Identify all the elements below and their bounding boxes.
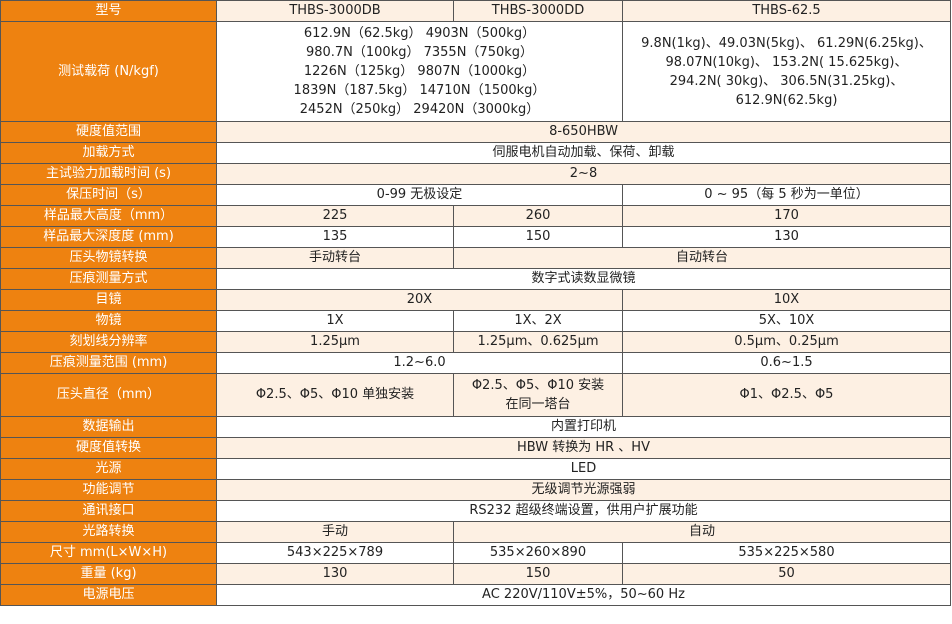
spec-value: 伺服电机自动加载、保荷、卸载 xyxy=(216,142,951,164)
spec-value: 内置打印机 xyxy=(216,416,951,438)
spec-value: 225 xyxy=(216,205,454,227)
spec-value: 8-650HBW xyxy=(216,121,951,143)
spec-row: 样品最大高度（mm） 225 260 170 xyxy=(0,205,951,227)
spec-value: 130 xyxy=(622,226,951,248)
spec-value: AC 220V/110V±5%，50~60 Hz xyxy=(216,584,951,606)
spec-value: 自动 xyxy=(453,521,951,543)
spec-label: 测试载荷 (N/kgf) xyxy=(0,21,217,122)
spec-value: 150 xyxy=(453,226,623,248)
spec-row: 硬度值范围 8-650HBW xyxy=(0,121,951,143)
spec-row: 硬度值转换 HBW 转换为 HR 、HV xyxy=(0,437,951,459)
spec-label: 尺寸 mm(L×W×H) xyxy=(0,542,217,564)
spec-value: RS232 超级终端设置，供用户扩展功能 xyxy=(216,500,951,522)
spec-label: 压痕测量范围 (mm) xyxy=(0,352,217,374)
spec-value: 10X xyxy=(622,289,951,311)
spec-label: 刻划线分辨率 xyxy=(0,331,217,353)
spec-row: 光源 LED xyxy=(0,458,951,480)
spec-row: 压痕测量方式 数字式读数显微镜 xyxy=(0,268,951,290)
spec-row: 通讯接口 RS232 超级终端设置，供用户扩展功能 xyxy=(0,500,951,522)
spec-value: 260 xyxy=(453,205,623,227)
spec-label: 型号 xyxy=(0,0,217,22)
spec-label: 硬度值转换 xyxy=(0,437,217,459)
spec-value: 1X xyxy=(216,310,454,332)
spec-value: 20X xyxy=(216,289,623,311)
spec-row: 压头物镜转换 手动转台 自动转台 xyxy=(0,247,951,269)
spec-row: 尺寸 mm(L×W×H) 543×225×789 535×260×890 535×22… xyxy=(0,542,951,564)
spec-label: 保压时间（s） xyxy=(0,184,217,206)
spec-table-body: 型号 THBS-3000DB THBS-3000DD THBS-62.5 测试载荷 (N… xyxy=(0,0,951,606)
spec-value: 0 ~ 95（每 5 秒为一单位） xyxy=(622,184,951,206)
spec-value: 9.8N(1kg)、49.03N(5kg)、 61.29N(6.25kg)、 9… xyxy=(622,21,951,122)
spec-label: 光源 xyxy=(0,458,217,480)
spec-row: 主试验力加载时间 (s) 2~8 xyxy=(0,163,951,185)
spec-value: 50 xyxy=(622,563,951,585)
spec-value: THBS-3000DB xyxy=(216,0,454,22)
spec-row: 加载方式 伺服电机自动加载、保荷、卸载 xyxy=(0,142,951,164)
spec-row: 测试载荷 (N/kgf) 612.9N（62.5kg） 4903N（500kg） … xyxy=(0,21,951,122)
spec-label: 样品最大深度度 (mm) xyxy=(0,226,217,248)
spec-row: 压头直径（mm） Φ2.5、Φ5、Φ10 单独安装 Φ2.5、Φ5、Φ10 安装 在… xyxy=(0,373,951,417)
spec-table: 型号 THBS-3000DB THBS-3000DD THBS-62.5 测试载荷 (N… xyxy=(0,0,951,606)
spec-label: 光路转换 xyxy=(0,521,217,543)
spec-value: 170 xyxy=(622,205,951,227)
spec-row: 光路转换 手动 自动 xyxy=(0,521,951,543)
spec-label: 加载方式 xyxy=(0,142,217,164)
spec-value: 535×225×580 xyxy=(622,542,951,564)
spec-value: 535×260×890 xyxy=(453,542,623,564)
spec-value: Φ1、Φ2.5、Φ5 xyxy=(622,373,951,417)
spec-label: 压痕测量方式 xyxy=(0,268,217,290)
spec-row: 刻划线分辨率 1.25μm 1.25μm、0.625μm 0.5μm、0.25μm xyxy=(0,331,951,353)
spec-label: 硬度值范围 xyxy=(0,121,217,143)
spec-row: 重量 (kg) 130 150 50 xyxy=(0,563,951,585)
spec-label: 压头物镜转换 xyxy=(0,247,217,269)
spec-row: 保压时间（s） 0-99 无极设定 0 ~ 95（每 5 秒为一单位） xyxy=(0,184,951,206)
spec-value: 0.6~1.5 xyxy=(622,352,951,374)
spec-row: 目镜 20X 10X xyxy=(0,289,951,311)
spec-row: 数据输出 内置打印机 xyxy=(0,416,951,438)
spec-label: 目镜 xyxy=(0,289,217,311)
spec-value: 5X、10X xyxy=(622,310,951,332)
spec-value: Φ2.5、Φ5、Φ10 安装 在同一塔台 xyxy=(453,373,623,417)
spec-value: 自动转台 xyxy=(453,247,951,269)
spec-value: 无级调节光源强弱 xyxy=(216,479,951,501)
spec-value: 543×225×789 xyxy=(216,542,454,564)
spec-value: 135 xyxy=(216,226,454,248)
spec-row: 压痕测量范围 (mm) 1.2~6.0 0.6~1.5 xyxy=(0,352,951,374)
spec-value: LED xyxy=(216,458,951,480)
spec-label: 样品最大高度（mm） xyxy=(0,205,217,227)
spec-value: 1.2~6.0 xyxy=(216,352,623,374)
spec-label: 通讯接口 xyxy=(0,500,217,522)
spec-value: THBS-62.5 xyxy=(622,0,951,22)
spec-value: 130 xyxy=(216,563,454,585)
spec-value: 手动 xyxy=(216,521,454,543)
spec-value: Φ2.5、Φ5、Φ10 单独安装 xyxy=(216,373,454,417)
spec-label: 数据输出 xyxy=(0,416,217,438)
spec-label: 功能调节 xyxy=(0,479,217,501)
spec-value: 0-99 无极设定 xyxy=(216,184,623,206)
spec-label: 电源电压 xyxy=(0,584,217,606)
spec-row: 功能调节 无级调节光源强弱 xyxy=(0,479,951,501)
spec-value: HBW 转换为 HR 、HV xyxy=(216,437,951,459)
spec-value: 1X、2X xyxy=(453,310,623,332)
spec-label: 主试验力加载时间 (s) xyxy=(0,163,217,185)
spec-value: 612.9N（62.5kg） 4903N（500kg） 980.7N（100kg… xyxy=(216,21,623,122)
spec-label: 重量 (kg) xyxy=(0,563,217,585)
spec-value: THBS-3000DD xyxy=(453,0,623,22)
spec-value: 数字式读数显微镜 xyxy=(216,268,951,290)
spec-value: 1.25μm、0.625μm xyxy=(453,331,623,353)
spec-label: 物镜 xyxy=(0,310,217,332)
spec-row: 物镜 1X 1X、2X 5X、10X xyxy=(0,310,951,332)
spec-value: 0.5μm、0.25μm xyxy=(622,331,951,353)
spec-value: 150 xyxy=(453,563,623,585)
spec-row: 型号 THBS-3000DB THBS-3000DD THBS-62.5 xyxy=(0,0,951,22)
spec-label: 压头直径（mm） xyxy=(0,373,217,417)
spec-value: 手动转台 xyxy=(216,247,454,269)
spec-row: 样品最大深度度 (mm) 135 150 130 xyxy=(0,226,951,248)
spec-row: 电源电压 AC 220V/110V±5%，50~60 Hz xyxy=(0,584,951,606)
spec-value: 1.25μm xyxy=(216,331,454,353)
spec-value: 2~8 xyxy=(216,163,951,185)
